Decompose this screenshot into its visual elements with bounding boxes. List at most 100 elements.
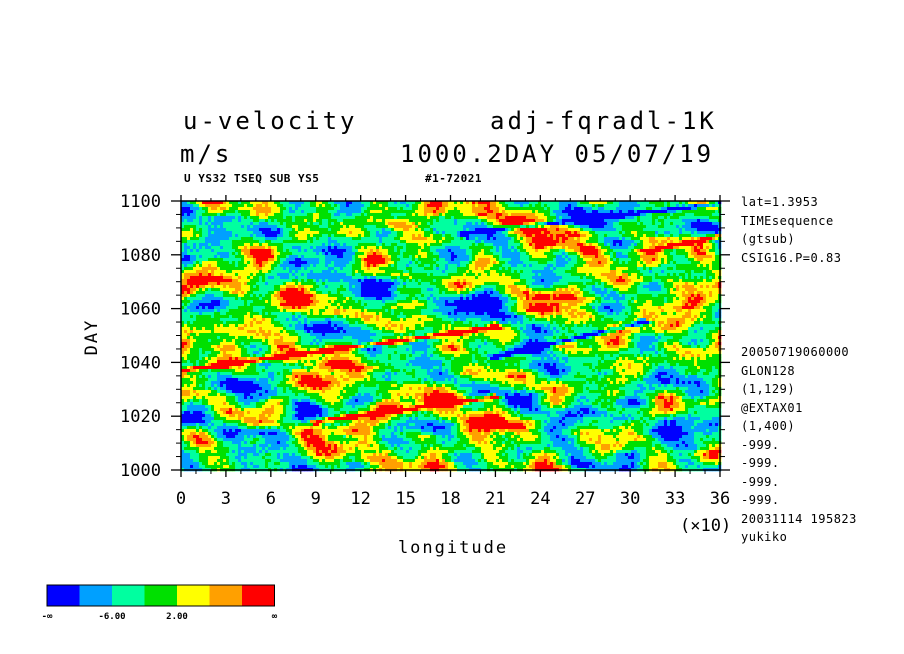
heatmap-cell: [301, 207, 304, 210]
heatmap-cell: [367, 273, 370, 276]
heatmap-cell: [661, 267, 664, 270]
heatmap-cell: [493, 234, 496, 237]
heatmap-cell: [649, 243, 652, 246]
heatmap-cell: [364, 273, 367, 276]
heatmap-cell: [709, 216, 712, 219]
heatmap-cell: [499, 246, 502, 249]
heatmap-cell: [265, 213, 268, 216]
heatmap-cell: [706, 249, 709, 252]
heatmap-cell: [565, 213, 568, 216]
heatmap-cell: [667, 225, 670, 228]
heatmap-cell: [241, 267, 244, 270]
heatmap-cell: [214, 207, 217, 210]
heatmap-cell: [457, 222, 460, 225]
heatmap-cell: [535, 231, 538, 234]
heatmap-cell: [373, 273, 376, 276]
heatmap-cell: [427, 261, 430, 264]
heatmap-cell: [679, 228, 682, 231]
heatmap-cell: [556, 231, 559, 234]
heatmap-cell: [598, 264, 601, 267]
heatmap-cell: [343, 219, 346, 222]
heatmap-cell: [427, 231, 430, 234]
heatmap-cell: [349, 234, 352, 237]
heatmap-cell: [220, 228, 223, 231]
heatmap-cell: [424, 273, 427, 276]
heatmap-cell: [481, 204, 484, 207]
heatmap-cell: [502, 219, 505, 222]
heatmap-cell: [430, 222, 433, 225]
heatmap-cell: [655, 207, 658, 210]
heatmap-cell: [244, 264, 247, 267]
heatmap-cell: [697, 216, 700, 219]
heatmap-cell: [610, 252, 613, 255]
heatmap-cell: [550, 204, 553, 207]
heatmap-cell: [508, 261, 511, 264]
heatmap-cell: [502, 246, 505, 249]
heatmap-cell: [220, 252, 223, 255]
heatmap-cell: [358, 258, 361, 261]
heatmap-cell: [247, 222, 250, 225]
heatmap-cell: [442, 234, 445, 237]
heatmap-cell: [640, 234, 643, 237]
heatmap-cell: [685, 228, 688, 231]
heatmap-cell: [478, 252, 481, 255]
heatmap-cell: [616, 237, 619, 240]
heatmap-cell: [544, 264, 547, 267]
heatmap-cell: [643, 267, 646, 270]
heatmap-cell: [676, 264, 679, 267]
heatmap-cell: [523, 207, 526, 210]
heatmap-cell: [247, 219, 250, 222]
heatmap-cell: [391, 243, 394, 246]
heatmap-cell: [280, 255, 283, 258]
heatmap-cell: [454, 252, 457, 255]
heatmap-cell: [694, 279, 697, 282]
heatmap-cell: [562, 255, 565, 258]
heatmap-cell: [382, 222, 385, 225]
heatmap-cell: [184, 282, 187, 285]
heatmap-cell: [250, 219, 253, 222]
heatmap-cell: [631, 279, 634, 282]
heatmap-cell: [439, 261, 442, 264]
heatmap-cell: [589, 261, 592, 264]
heatmap-cell: [697, 213, 700, 216]
heatmap-cell: [286, 261, 289, 264]
heatmap-cell: [277, 225, 280, 228]
heatmap-cell: [550, 270, 553, 273]
heatmap-cell: [568, 240, 571, 243]
heatmap-cell: [565, 207, 568, 210]
heatmap-cell: [328, 222, 331, 225]
heatmap-cell: [643, 219, 646, 222]
heatmap-cell: [661, 246, 664, 249]
heatmap-cell: [601, 225, 604, 228]
heatmap-cell: [619, 228, 622, 231]
heatmap-cell: [295, 249, 298, 252]
heatmap-cell: [568, 249, 571, 252]
heatmap-cell: [199, 255, 202, 258]
heatmap-cell: [322, 267, 325, 270]
heatmap-cell: [523, 222, 526, 225]
heatmap-cell: [646, 240, 649, 243]
heatmap-cell: [295, 264, 298, 267]
heatmap-cell: [268, 270, 271, 273]
heatmap-cell: [355, 213, 358, 216]
heatmap-cell: [298, 228, 301, 231]
heatmap-cell: [622, 252, 625, 255]
heatmap-cell: [682, 279, 685, 282]
heatmap-cell: [334, 237, 337, 240]
heatmap-cell: [535, 261, 538, 264]
heatmap-cell: [196, 213, 199, 216]
heatmap-cell: [463, 234, 466, 237]
heatmap-cell: [193, 225, 196, 228]
heatmap-cell: [436, 246, 439, 249]
heatmap-cell: [511, 207, 514, 210]
heatmap-cell: [250, 264, 253, 267]
heatmap-cell: [517, 270, 520, 273]
heatmap-cell: [658, 228, 661, 231]
heatmap-cell: [286, 207, 289, 210]
heatmap-cell: [544, 234, 547, 237]
heatmap-cell: [307, 213, 310, 216]
heatmap-cell: [214, 249, 217, 252]
heatmap-cell: [595, 228, 598, 231]
heatmap-cell: [229, 243, 232, 246]
heatmap-cell: [664, 240, 667, 243]
